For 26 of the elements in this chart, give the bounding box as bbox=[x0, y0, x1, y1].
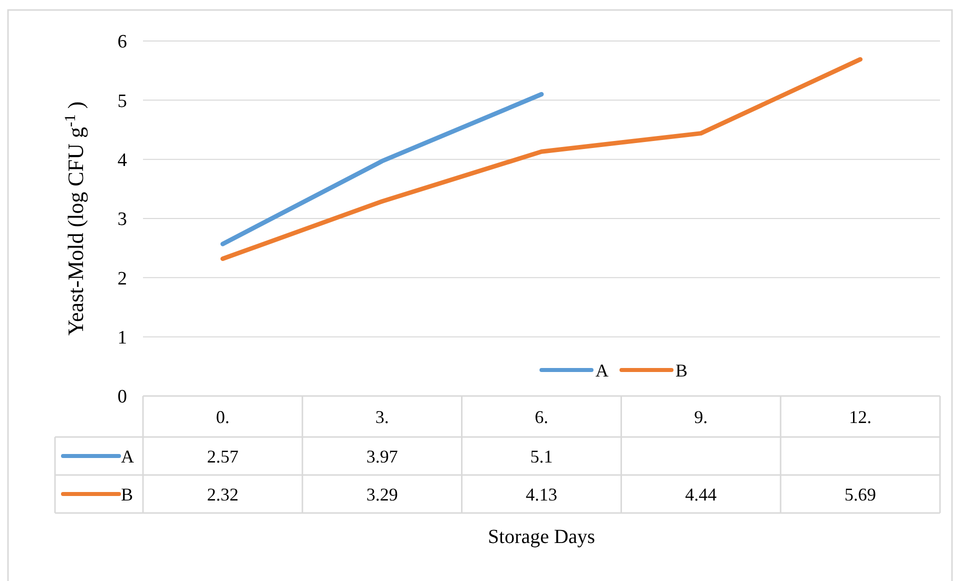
text: A bbox=[121, 446, 134, 466]
x-tick-label: 12. bbox=[849, 406, 872, 427]
data-label: 4.13 bbox=[526, 484, 558, 504]
x-tick-label: 6. bbox=[534, 406, 548, 427]
y-tick-label: 0 bbox=[118, 386, 127, 408]
text: B bbox=[121, 484, 134, 504]
y-tick-label: 4 bbox=[118, 150, 128, 171]
y-tick-label: 1 bbox=[118, 327, 127, 348]
legend-label: B bbox=[676, 360, 688, 380]
x-tick-label: 3. bbox=[375, 406, 389, 427]
data-label: 2.57 bbox=[206, 446, 238, 466]
line-series bbox=[220, 57, 863, 261]
y-tick-label: 3 bbox=[118, 209, 127, 230]
x-tick-label: 0. bbox=[216, 406, 230, 427]
y-tick-label: 2 bbox=[118, 268, 127, 290]
y-tick-label: 6 bbox=[118, 32, 127, 53]
data-label: 3.29 bbox=[366, 484, 398, 504]
data-label: 4.44 bbox=[685, 484, 717, 504]
data-label: 5.69 bbox=[844, 484, 876, 504]
data-label: 5.1 bbox=[530, 446, 553, 466]
y-tick-label: 5 bbox=[118, 90, 127, 112]
legend-label: A bbox=[596, 360, 608, 380]
data-label: 2.32 bbox=[206, 484, 238, 504]
x-tick-label: 9. bbox=[694, 406, 708, 427]
x-axis-title: Storage Days bbox=[488, 526, 596, 548]
data-label: 3.97 bbox=[366, 446, 398, 466]
